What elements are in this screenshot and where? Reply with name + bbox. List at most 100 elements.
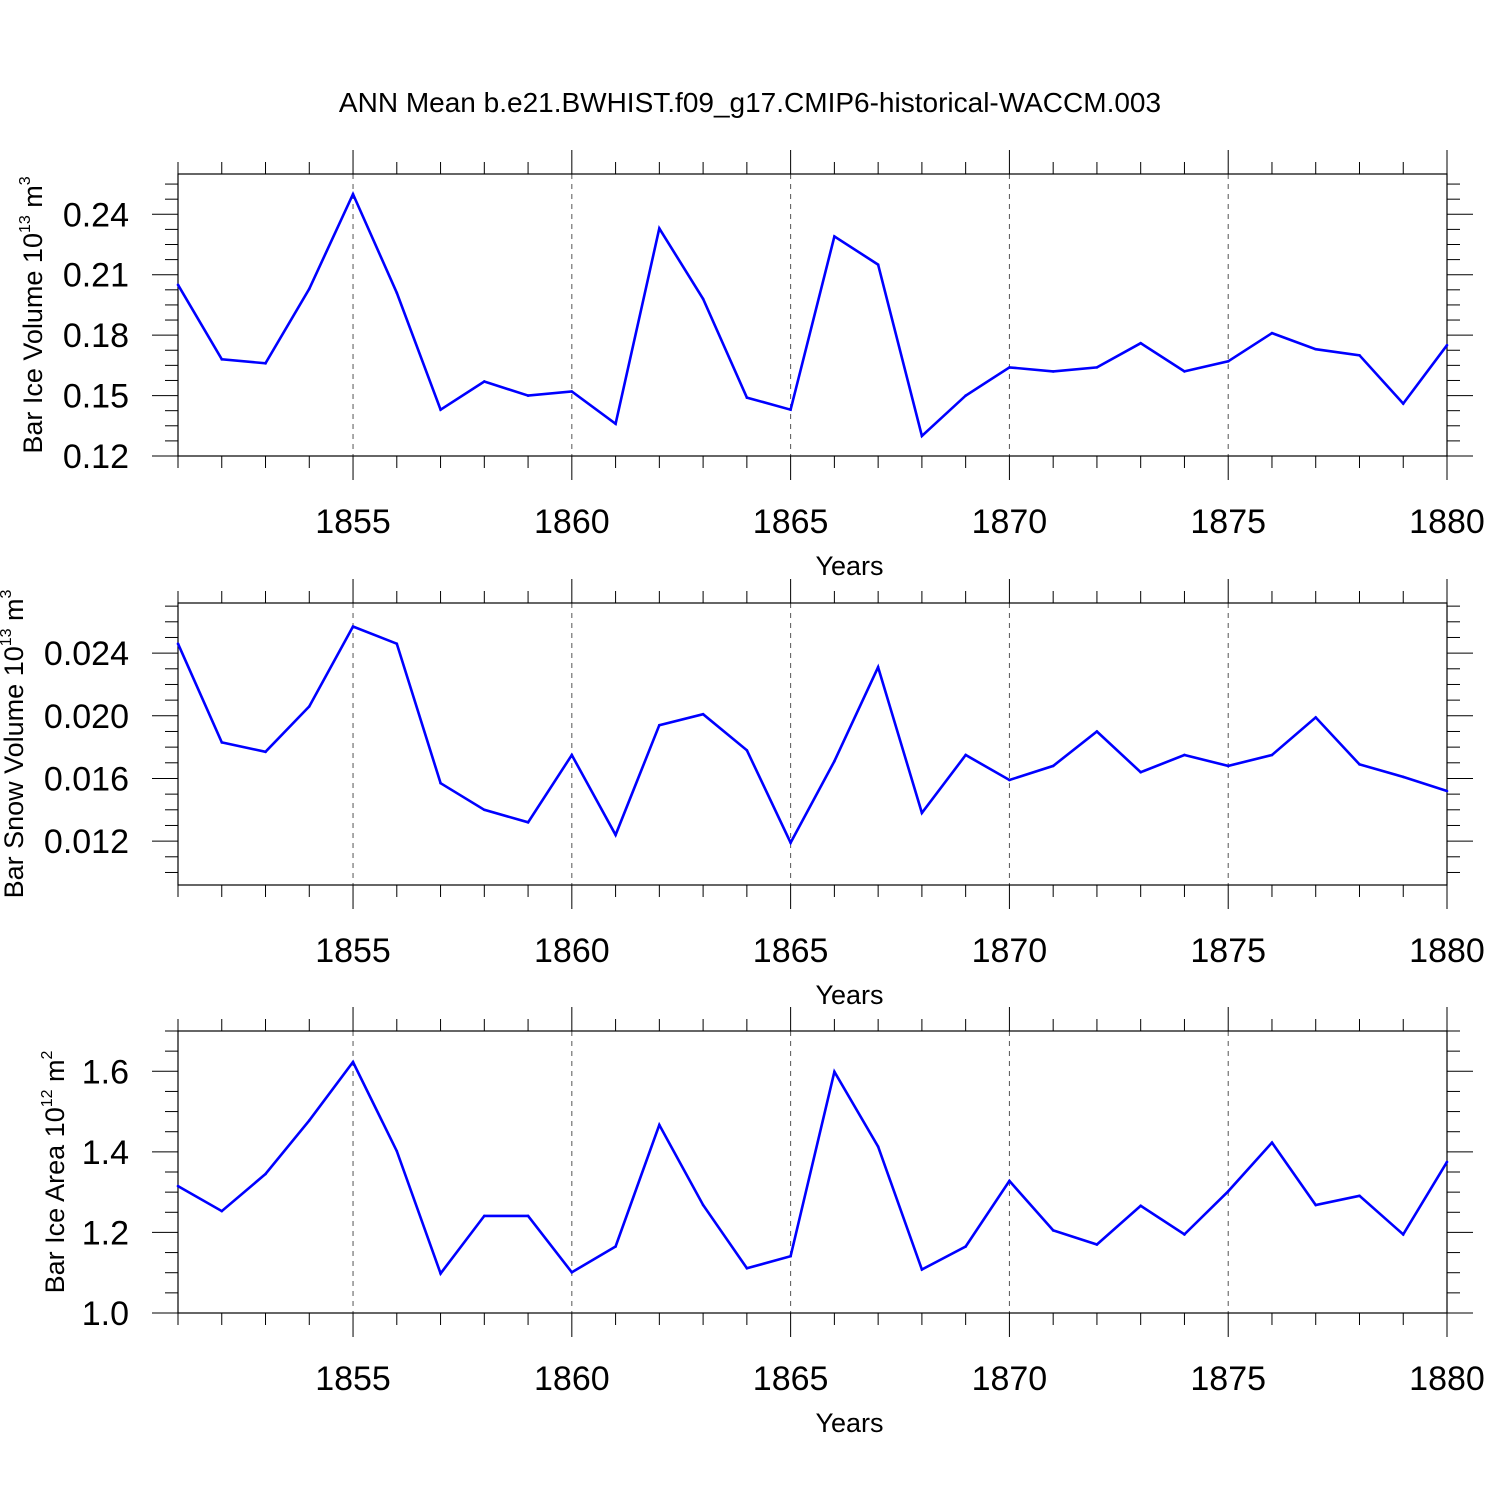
data-point (920, 434, 924, 438)
x-axis-label: Years (815, 551, 883, 581)
data-point (264, 1172, 267, 1176)
x-tick-label: 1860 (534, 1360, 610, 1398)
x-tick-label: 1875 (1190, 503, 1266, 541)
x-tick-label: 1870 (972, 503, 1048, 541)
data-point (439, 781, 442, 785)
data-point (1095, 730, 1099, 733)
y-tick-label: 0.15 (63, 378, 129, 416)
y-tick-label: 0.21 (63, 257, 129, 295)
data-point (658, 227, 661, 230)
y-axis-label-exp: 12 (39, 1089, 56, 1107)
data-point (220, 741, 224, 744)
y-axis-label-prefix: Bar Ice Area 10 (40, 1107, 70, 1293)
x-tick-label: 1880 (1409, 503, 1485, 541)
y-tick-label: 0.024 (44, 635, 129, 673)
data-point (745, 1266, 749, 1270)
data-point (351, 1060, 355, 1064)
data-point (1270, 753, 1274, 757)
data-point (1226, 764, 1230, 768)
data-point (351, 192, 355, 196)
data-point (1445, 789, 1449, 793)
data-point (526, 1214, 530, 1218)
data-point (658, 1123, 661, 1127)
x-axis-label: Years (815, 1408, 883, 1438)
data-point (1139, 341, 1142, 345)
data-point (789, 408, 792, 411)
plot-frame (177, 1030, 1448, 1314)
data-point (1445, 343, 1449, 347)
data-point (701, 1203, 705, 1207)
data-point (1008, 778, 1011, 782)
data-point (1183, 1233, 1186, 1236)
data-point (1051, 1229, 1055, 1232)
data-point (745, 396, 749, 399)
data-point (1051, 764, 1055, 768)
data-point (307, 287, 311, 291)
x-tick-label: 1855 (315, 1360, 391, 1398)
y-axis-label: Bar Ice Area 1012 m2 (39, 1050, 70, 1293)
y-tick-label: 1.2 (82, 1214, 129, 1252)
series-line (176, 624, 1448, 846)
y-tick-label: 0.18 (63, 317, 129, 355)
y-tick-label: 1.6 (82, 1053, 129, 1091)
x-tick-label: 1855 (315, 932, 391, 970)
y-axis-label-unit-exp: 3 (17, 176, 34, 185)
data-point (526, 821, 530, 824)
data-point (1095, 1243, 1099, 1246)
data-point (395, 1149, 399, 1153)
data-point (833, 235, 836, 238)
y-axis-label-exp: 13 (0, 628, 15, 646)
data-point (220, 358, 224, 361)
data-point (1226, 1190, 1230, 1193)
figure-title: ANN Mean b.e21.BWHIST.f09_g17.CMIP6-hist… (339, 87, 1161, 118)
x-tick-label: 1860 (534, 503, 610, 541)
data-point (1445, 1160, 1449, 1164)
x-tick-label: 1870 (972, 932, 1048, 970)
data-point (1183, 370, 1186, 373)
data-point (483, 1214, 486, 1218)
data-point (483, 808, 486, 812)
data-point (1314, 1203, 1318, 1207)
data-point (1401, 775, 1405, 779)
data-point (570, 390, 574, 393)
data-point (307, 1119, 311, 1122)
data-point (264, 362, 267, 365)
panel-2: 1855 1860 1865 1870 1875 1880 Years 0.012 0.016 0… (0, 579, 1485, 1010)
data-point (176, 642, 180, 646)
data-point (1139, 770, 1142, 774)
data-point (876, 263, 880, 266)
data-point (307, 705, 311, 708)
data-point (1358, 1194, 1361, 1198)
series-line (176, 190, 1449, 439)
y-tick-label: 0.12 (63, 438, 129, 476)
y-axis-label-unit-exp: 2 (39, 1050, 56, 1059)
data-point (1314, 347, 1318, 351)
data-point (1358, 353, 1361, 357)
x-tick-label: 1880 (1409, 932, 1485, 970)
data-point (876, 665, 880, 669)
series-line (177, 1059, 1449, 1277)
data-point (614, 1245, 617, 1248)
plot-frame (177, 602, 1448, 886)
panel-1: 1855 1860 1865 1870 1875 1880 Years 0.12 0.15 0.1… (17, 150, 1485, 581)
panel-3: 1855 1860 1865 1870 1875 1880 Years 1.0 1.2 1.4 1.… (39, 1007, 1485, 1438)
y-axis-label: Bar Ice Volume 1013 m3 (17, 176, 48, 453)
y-axis-label-prefix: Bar Snow Volume 10 (0, 646, 29, 898)
data-point (1270, 331, 1274, 335)
data-point (1095, 366, 1099, 369)
data-point (833, 1070, 836, 1073)
x-tick-label: 1860 (534, 932, 610, 970)
data-point (789, 1254, 792, 1258)
data-point (701, 297, 705, 301)
data-point (1051, 370, 1055, 373)
data-point (351, 625, 355, 628)
y-tick-label: 0.016 (44, 760, 129, 798)
data-point (439, 408, 442, 411)
data-point (483, 380, 486, 383)
data-point (439, 1272, 442, 1275)
data-point (920, 811, 924, 815)
y-tick-label: 1.4 (82, 1134, 129, 1172)
y-axis-label: Bar Snow Volume 1013 m3 (0, 589, 29, 898)
data-point (264, 750, 267, 754)
